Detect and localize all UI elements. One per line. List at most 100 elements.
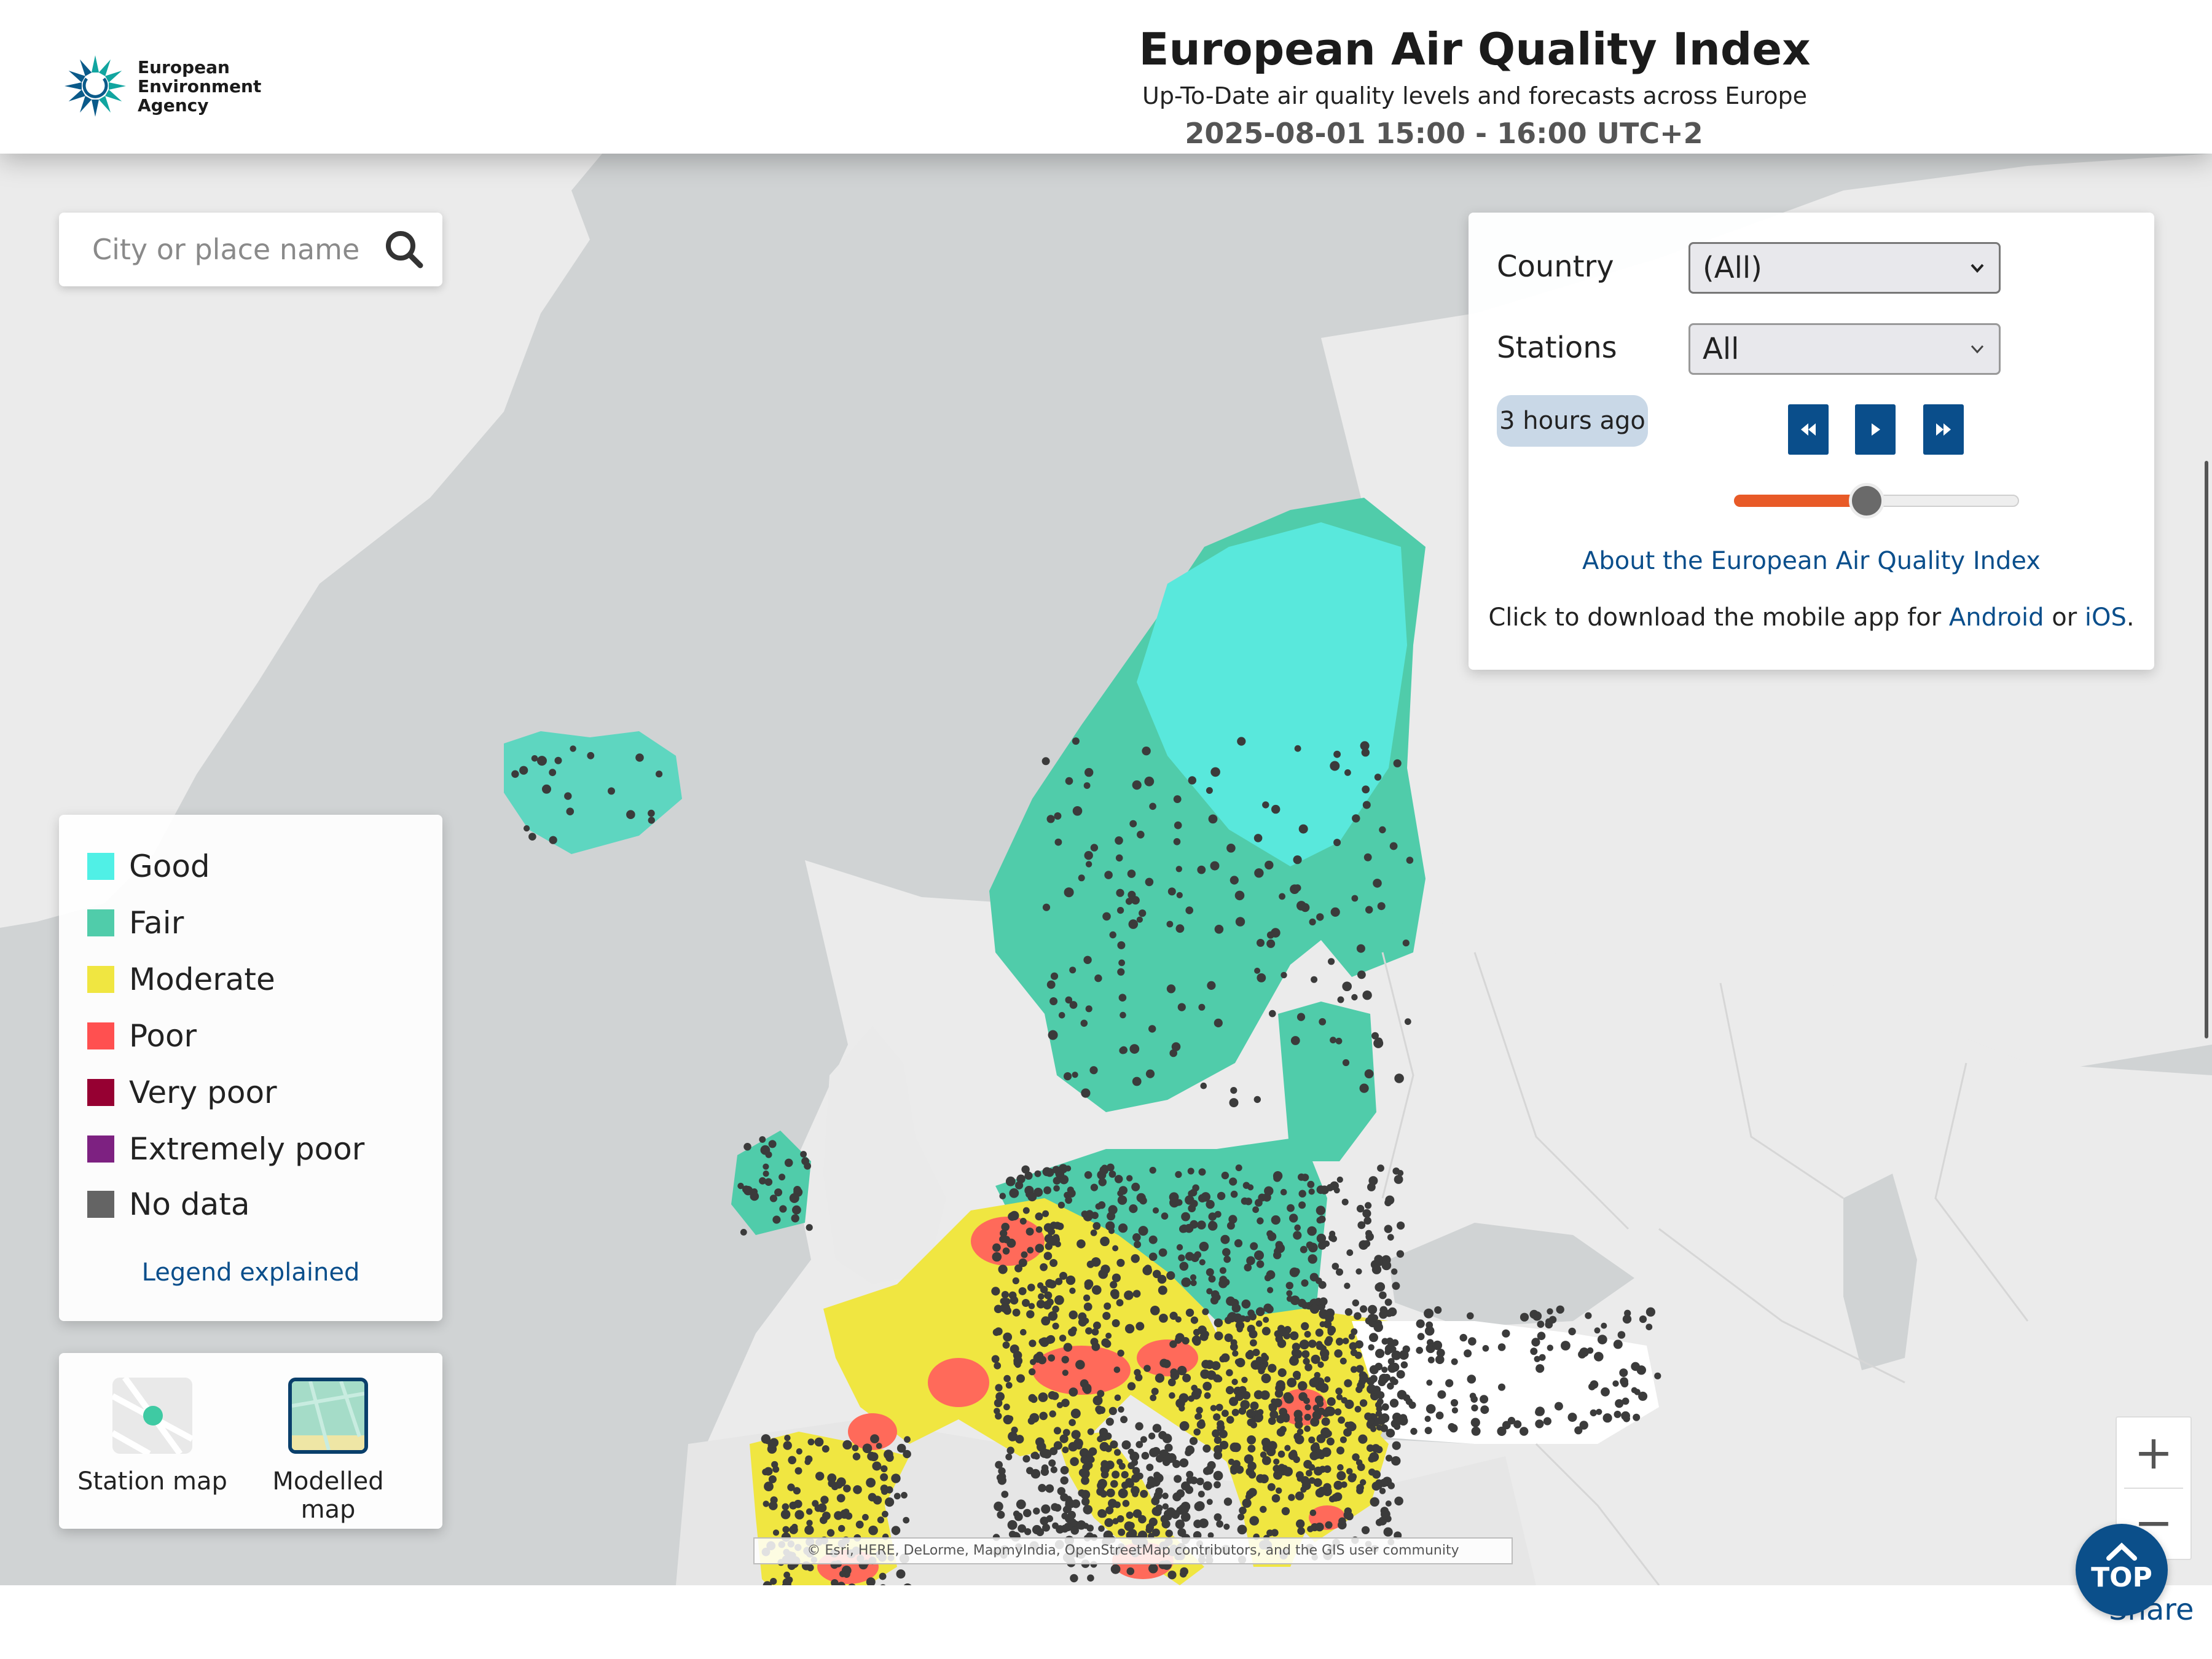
station-dot[interactable] bbox=[1065, 1196, 1072, 1204]
station-dot[interactable] bbox=[1018, 1524, 1026, 1533]
station-dot[interactable] bbox=[1247, 1445, 1256, 1453]
station-dot[interactable] bbox=[1410, 1427, 1418, 1435]
station-dot[interactable] bbox=[1185, 906, 1193, 914]
station-dot[interactable] bbox=[1267, 1287, 1274, 1293]
station-dot[interactable] bbox=[1167, 1571, 1177, 1580]
station-dot[interactable] bbox=[1277, 1368, 1287, 1378]
station-dot[interactable] bbox=[528, 833, 536, 841]
station-dot[interactable] bbox=[815, 1472, 825, 1481]
station-dot[interactable] bbox=[1426, 1404, 1436, 1414]
station-dot[interactable] bbox=[1223, 1497, 1233, 1506]
station-dot[interactable] bbox=[1363, 1240, 1371, 1247]
station-dot[interactable] bbox=[1229, 1397, 1239, 1406]
station-dot[interactable] bbox=[1042, 1210, 1049, 1217]
station-dot[interactable] bbox=[1338, 1517, 1346, 1525]
station-dot[interactable] bbox=[1163, 1454, 1172, 1464]
station-dot[interactable] bbox=[1336, 1339, 1343, 1346]
station-dot[interactable] bbox=[1276, 1380, 1285, 1390]
station-dot[interactable] bbox=[648, 817, 656, 824]
station-dot[interactable] bbox=[1176, 892, 1183, 898]
station-dot[interactable] bbox=[1135, 1322, 1145, 1331]
station-dot[interactable] bbox=[1256, 1474, 1265, 1483]
station-dot[interactable] bbox=[1116, 1258, 1125, 1267]
station-dot[interactable] bbox=[1210, 861, 1220, 871]
station-dot[interactable] bbox=[1248, 1488, 1257, 1497]
station-dot[interactable] bbox=[831, 1579, 839, 1585]
station-dot[interactable] bbox=[1151, 1528, 1160, 1537]
station-dot[interactable] bbox=[820, 1516, 828, 1524]
station-dot[interactable] bbox=[1199, 1259, 1206, 1266]
station-dot[interactable] bbox=[1351, 895, 1359, 902]
station-dot[interactable] bbox=[1114, 1449, 1121, 1456]
station-dot[interactable] bbox=[1237, 1524, 1247, 1535]
station-dot[interactable] bbox=[1436, 1349, 1445, 1357]
station-dot[interactable] bbox=[1035, 1244, 1045, 1253]
station-dot[interactable] bbox=[1297, 1527, 1305, 1535]
station-dot[interactable] bbox=[1196, 1420, 1206, 1429]
station-dot[interactable] bbox=[1387, 1382, 1394, 1390]
station-dot[interactable] bbox=[1308, 1436, 1316, 1444]
search-input[interactable] bbox=[59, 213, 366, 286]
station-dot[interactable] bbox=[842, 1440, 852, 1450]
station-dot[interactable] bbox=[1324, 1376, 1331, 1383]
station-dot[interactable] bbox=[1060, 1493, 1069, 1502]
station-dot[interactable] bbox=[1285, 1282, 1293, 1290]
station-dot[interactable] bbox=[1134, 1241, 1142, 1249]
station-dot[interactable] bbox=[1016, 1374, 1025, 1383]
station-dot[interactable] bbox=[1470, 1418, 1480, 1427]
station-dot[interactable] bbox=[1215, 1403, 1223, 1411]
station-dot[interactable] bbox=[1374, 1481, 1383, 1490]
station-dot[interactable] bbox=[1450, 1399, 1459, 1407]
station-dot[interactable] bbox=[1202, 1481, 1212, 1491]
station-dot[interactable] bbox=[1359, 1083, 1369, 1093]
station-dot[interactable] bbox=[1384, 1349, 1391, 1355]
station-dot[interactable] bbox=[1212, 1429, 1220, 1438]
station-dot[interactable] bbox=[1392, 1167, 1400, 1175]
station-dot[interactable] bbox=[1132, 1290, 1141, 1298]
station-dot[interactable] bbox=[1579, 1421, 1588, 1430]
station-dot[interactable] bbox=[1308, 1254, 1317, 1264]
station-dot[interactable] bbox=[1316, 1434, 1326, 1443]
station-dot[interactable] bbox=[1309, 1378, 1319, 1387]
station-dot[interactable] bbox=[806, 1520, 813, 1526]
station-dot[interactable] bbox=[1290, 1355, 1297, 1363]
station-dot[interactable] bbox=[1114, 1175, 1123, 1183]
station-dot[interactable] bbox=[1194, 1501, 1205, 1511]
station-dot[interactable] bbox=[1319, 1018, 1327, 1026]
station-dot[interactable] bbox=[1021, 1165, 1030, 1174]
station-dot[interactable] bbox=[812, 1500, 819, 1507]
station-dot[interactable] bbox=[1335, 1387, 1343, 1395]
station-dot[interactable] bbox=[1316, 1341, 1323, 1347]
station-dot[interactable] bbox=[1055, 1277, 1063, 1285]
station-dot[interactable] bbox=[1336, 1176, 1343, 1183]
station-dot[interactable] bbox=[1280, 1188, 1287, 1196]
station-dot[interactable] bbox=[1215, 1375, 1223, 1382]
station-dot[interactable] bbox=[1042, 903, 1051, 911]
station-dot[interactable] bbox=[1547, 1308, 1553, 1315]
station-dot[interactable] bbox=[872, 1461, 882, 1471]
station-dot[interactable] bbox=[1379, 1310, 1388, 1319]
station-dot[interactable] bbox=[1214, 1481, 1221, 1489]
station-dot[interactable] bbox=[1482, 1345, 1489, 1352]
station-dot[interactable] bbox=[1024, 1528, 1032, 1535]
station-dot[interactable] bbox=[1104, 1518, 1113, 1528]
station-dot[interactable] bbox=[1391, 1350, 1402, 1360]
station-dot[interactable] bbox=[1359, 1399, 1368, 1407]
station-dot[interactable] bbox=[1296, 1519, 1305, 1529]
station-dot[interactable] bbox=[1319, 1297, 1328, 1306]
station-dot[interactable] bbox=[1152, 1207, 1159, 1214]
station-dot[interactable] bbox=[1000, 1230, 1008, 1237]
station-dot[interactable] bbox=[1293, 884, 1301, 892]
station-dot[interactable] bbox=[1059, 1434, 1069, 1443]
station-dot[interactable] bbox=[1001, 1223, 1010, 1231]
station-dot[interactable] bbox=[1531, 1338, 1540, 1347]
station-dot[interactable] bbox=[1341, 1481, 1347, 1488]
station-dot[interactable] bbox=[1290, 1036, 1300, 1045]
station-dot[interactable] bbox=[1240, 1400, 1250, 1410]
station-dot[interactable] bbox=[1072, 806, 1083, 816]
station-dot[interactable] bbox=[1175, 924, 1185, 933]
station-dot[interactable] bbox=[1325, 1521, 1333, 1529]
station-dot[interactable] bbox=[1128, 1529, 1137, 1539]
station-dot[interactable] bbox=[1210, 1405, 1217, 1411]
station-dot[interactable] bbox=[1207, 1221, 1218, 1231]
